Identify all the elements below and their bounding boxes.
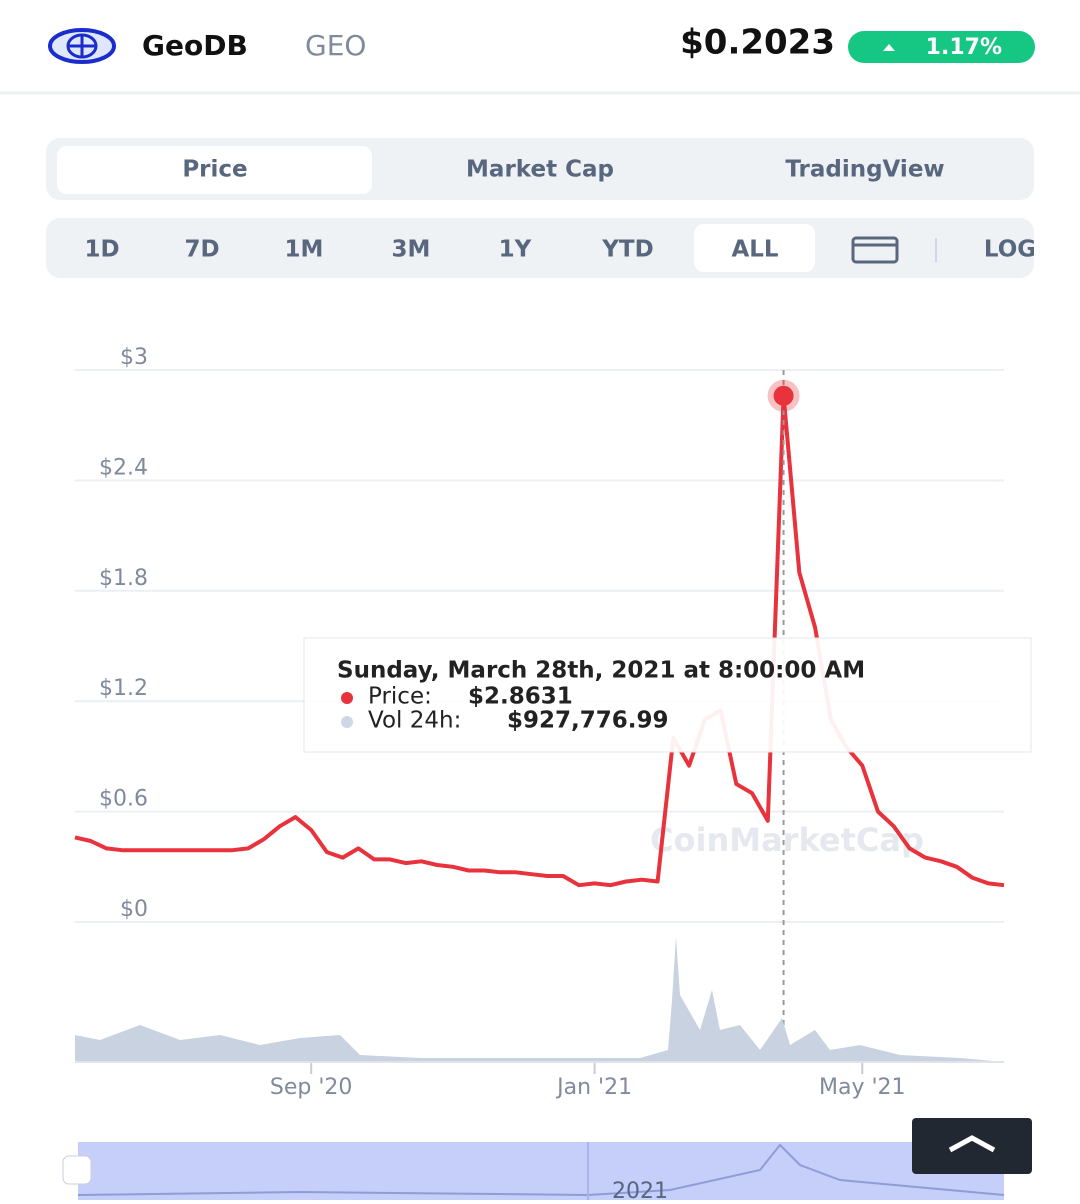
navigator-label: 2021 bbox=[612, 1179, 668, 1200]
tooltip-date: Sunday, March 28th, 2021 at 8:00:00 AM bbox=[337, 658, 865, 684]
range-button[interactable]: 3M bbox=[392, 237, 431, 263]
range-button[interactable]: ALL bbox=[731, 237, 778, 263]
watermark: CoinMarketCap bbox=[650, 821, 924, 859]
range-button[interactable]: LOG bbox=[984, 237, 1036, 263]
tooltip-price: $2.8631 bbox=[468, 684, 573, 710]
calendar-icon[interactable] bbox=[851, 236, 899, 264]
navigator-handle[interactable] bbox=[62, 1155, 92, 1185]
y-tick-label: $0 bbox=[120, 897, 148, 922]
tab[interactable]: TradingView bbox=[785, 157, 944, 183]
tooltip: Sunday, March 28th, 2021 at 8:00:00 AMPr… bbox=[303, 637, 1032, 753]
range-active bbox=[694, 224, 815, 272]
tooltip-volume: $927,776.99 bbox=[507, 708, 669, 734]
y-tick-label: $2.4 bbox=[99, 455, 148, 480]
y-tick-label: $1.8 bbox=[99, 566, 148, 591]
tooltip-box bbox=[303, 637, 1032, 753]
x-tick-label: Jan '21 bbox=[555, 1075, 632, 1100]
change-percent: 1.17% bbox=[926, 35, 1002, 60]
coin-logo bbox=[48, 28, 116, 64]
range-button[interactable]: 1D bbox=[84, 237, 119, 263]
volume-area bbox=[75, 937, 1004, 1062]
highlight-point bbox=[773, 385, 794, 406]
y-tick-label: $3 bbox=[120, 345, 148, 370]
tab[interactable]: Market Cap bbox=[466, 157, 614, 183]
range-button[interactable]: 1Y bbox=[499, 237, 532, 263]
scroll-top-button[interactable] bbox=[912, 1118, 1032, 1174]
y-tick-label: $0.6 bbox=[99, 787, 148, 812]
legend-dot bbox=[341, 692, 353, 704]
x-tick-label: May '21 bbox=[819, 1075, 906, 1100]
coin-symbol: GEO bbox=[305, 29, 366, 62]
range-button[interactable]: 7D bbox=[184, 237, 219, 263]
navigator bbox=[78, 1142, 1004, 1200]
range-button[interactable]: YTD bbox=[601, 237, 653, 263]
coin-name: GeoDB bbox=[142, 29, 248, 62]
legend-dot bbox=[341, 716, 353, 728]
change-badge bbox=[848, 31, 1035, 63]
range-button[interactable]: 1M bbox=[285, 237, 324, 263]
coin-price: $0.2023 bbox=[680, 23, 835, 63]
tooltip-volume-label: Vol 24h: bbox=[368, 708, 461, 734]
tab-active bbox=[57, 146, 372, 194]
x-tick-label: Sep '20 bbox=[270, 1075, 353, 1100]
tooltip-price-label: Price: bbox=[368, 684, 432, 710]
tab[interactable]: Price bbox=[182, 157, 247, 183]
up-arrow bbox=[883, 44, 895, 51]
y-tick-label: $1.2 bbox=[99, 676, 148, 701]
